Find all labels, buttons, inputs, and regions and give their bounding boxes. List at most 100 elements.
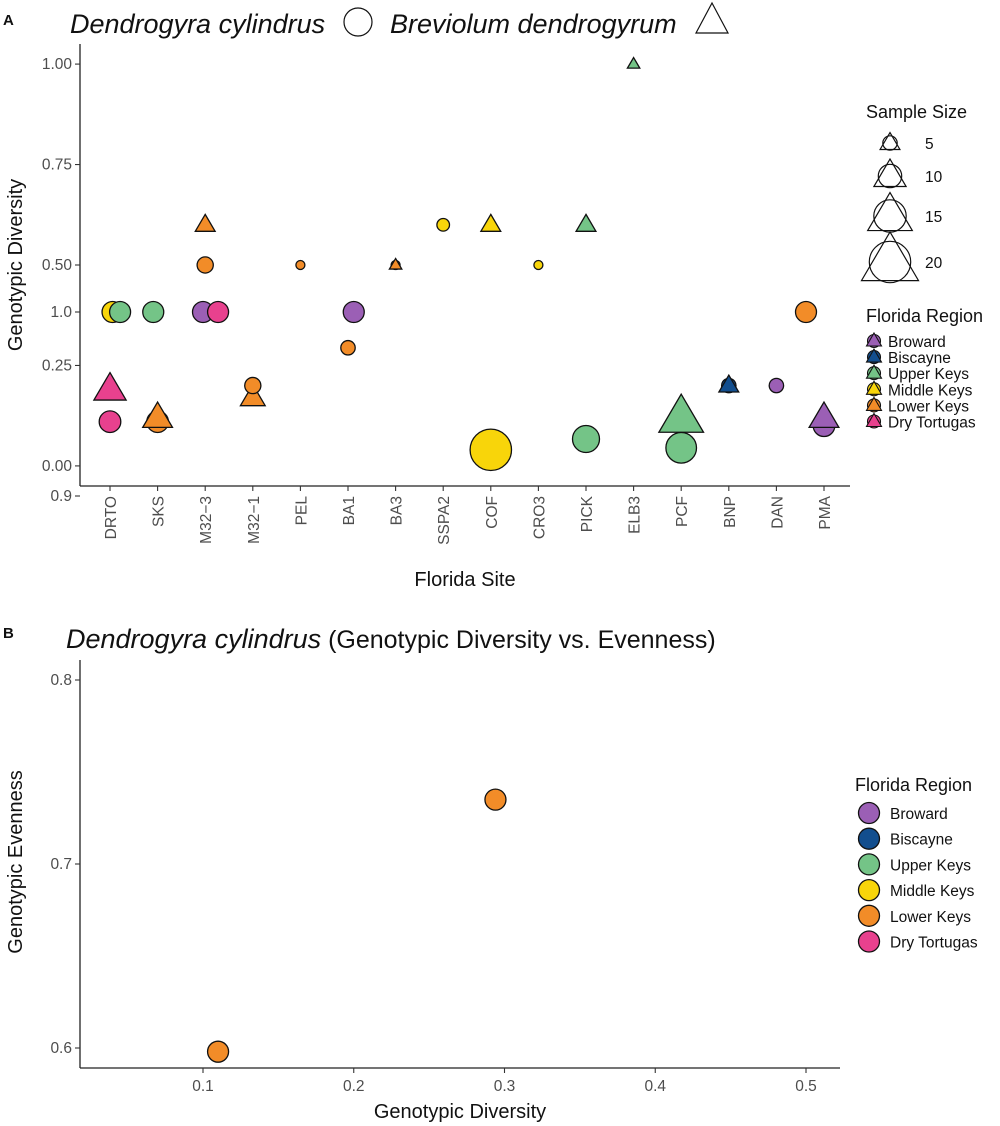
y-tick-label: 0.00 [42,458,73,475]
point-sks-triangle [141,400,174,429]
region-legend-a-triangle-broward [865,331,883,347]
region-legend-a-label-biscayne: Biscayne [888,350,951,367]
region-legend-a-label-dry-tortugas: Dry Tortugas [888,415,976,432]
x-tick-label-bnp: BNP [722,496,739,528]
region-legend-a-triangle-dry-tortugas [865,412,883,428]
point-dry-tortugas-4 [206,300,230,324]
point-bnp-triangle [717,373,740,393]
x-tick-label-ba1: BA1 [341,496,358,525]
x-tick-label-drto: DRTO [103,496,120,539]
y-tick-label: 0.25 [42,357,72,374]
size-legend-circle-15 [873,199,907,233]
size-legend-triangle-20 [860,230,920,282]
region-legend-b-label-lower-keys: Lower Keys [890,909,971,926]
region-legend-b-circle-upper-keys [857,853,881,876]
x-tick-label-dan: DAN [769,496,786,529]
size-legend-circle-20 [868,240,912,284]
x-tick-label: 0.3 [494,1078,516,1095]
point-upper-keys-1 [108,300,132,324]
panel-b-title-rest: (Genotypic Diversity vs. Evenness) [321,626,716,654]
region-legend-a-label-middle-keys: Middle Keys [888,382,973,399]
region-legend-b-circle-dry-tortugas [857,930,881,953]
x-tick-label: 0.5 [795,1078,817,1095]
y-tick-label: 0.75 [42,157,72,174]
size-legend-triangle-15 [866,191,914,232]
region-legend-b-circle-middle-keys [857,878,881,902]
panel-b-title-text: Dendrogyra cylindrus (Genotypic Diversit… [66,624,716,654]
panel-b-points [101,300,818,1063]
region-legend-a-triangle-biscayne [865,347,883,363]
panel-b-letter: B [3,625,14,642]
point-cof-circle [469,428,513,472]
point-elb3-triangle [626,56,641,69]
panel-a-title-species-1: Dendrogyra cylindrus [70,9,325,39]
region-legend-b-label-middle-keys: Middle Keys [890,883,975,900]
region-legend-a-label-upper-keys: Upper Keys [888,366,969,383]
panel-a-title-species-2: Breviolum dendrogyrum [390,9,677,39]
panel-b-x-ticks: 0.1 0.2 0.3 0.4 0.5 [192,1068,817,1095]
size-legend-triangle-10 [872,157,908,188]
size-legend-label-20: 20 [925,255,943,272]
x-tick-label-cof: COF [484,496,501,529]
panel-a-size-legend: Sample Size 5 10 15 20 [860,102,967,284]
region-legend-b-label-biscayne: Biscayne [890,832,953,849]
region-legend-a-triangle-middle-keys [865,380,883,395]
region-legend-title-a: Florida Region [866,306,983,326]
panel-b-title: Dendrogyra cylindrus (Genotypic Diversit… [66,624,716,654]
point-broward-5 [342,300,365,324]
size-legend-title: Sample Size [866,102,967,122]
region-legend-b-label-dry-tortugas: Dry Tortugas [890,935,978,952]
region-legend-b-circle-lower-keys [857,904,881,927]
point-m32-3-circle [196,256,214,274]
point-drto-triangle [92,371,128,401]
x-tick-label-ba3: BA3 [389,496,406,525]
panel-b-y-ticks: 0.6 0.7 0.8 0.9 1.0 [50,304,80,1057]
region-legend-b-circle-biscayne [857,827,881,850]
panel-a-letter: A [3,12,14,29]
size-legend-triangle-5 [879,131,901,151]
region-legend-b-circle-broward [857,801,881,825]
y-tick-label: 0.6 [50,1040,72,1057]
point-sspa2-circle [436,217,451,232]
y-tick-label: 0.8 [50,672,72,689]
panel-b-region-legend: Florida Region Broward Biscayne Upper Keys… [855,775,978,953]
point-lower-keys-6 [794,300,818,324]
panel-a-x-ticks: DRTO SKS M32−3 M32−1 PEL BA1 BA3 SSPA2 COF CRO3 PI… [103,486,834,545]
region-legend-title-b: Florida Region [855,775,972,795]
x-tick-label: 0.2 [343,1078,365,1095]
panel-b-y-axis-title: Genotypic Evenness [5,770,27,953]
panel-a-title: Dendrogyra cylindrus Breviolum dendrogyr… [70,1,729,39]
x-tick-label: 0.4 [644,1078,666,1095]
region-legend-b-label-upper-keys: Upper Keys [890,857,971,874]
size-legend-label-5: 5 [925,136,934,153]
x-tick-label-pick: PICK [579,495,596,532]
panel-a-points [92,56,841,472]
x-tick-label-sspa2: SSPA2 [436,496,453,545]
region-legend-b-label-broward: Broward [890,806,948,823]
panel-b-x-axis-title: Genotypic Diversity [374,1101,546,1123]
point-ba1-circle [340,339,356,356]
point-m32-3-triangle [194,213,217,232]
point-pma-triangle [807,400,841,429]
x-tick-label-m32-1: M32−1 [246,496,263,544]
point-m32-1-triangle [239,383,267,407]
point-pick-circle [571,424,601,454]
y-tick-label: 0.50 [42,257,73,274]
panel-a-y-axis-title: Genotypic Diversity [5,179,27,351]
circle-shape-icon [343,7,373,37]
x-tick-label-pma: PMA [817,495,834,529]
region-legend-a-label-broward: Broward [888,334,946,351]
y-tick-label: 0.7 [50,856,72,873]
point-pick-triangle [574,213,598,232]
y-tick-label: 1.0 [50,304,72,321]
region-legend-a-label-lower-keys: Lower Keys [888,398,969,415]
point-cro3-circle [533,259,544,271]
point-pcf-circle [665,431,698,464]
point-lower-keys-8 [206,1040,230,1063]
size-legend-label-15: 15 [925,209,942,226]
point-dan-circle [768,377,785,394]
point-pcf-triangle [657,392,705,433]
size-legend-circle-10 [877,163,903,189]
